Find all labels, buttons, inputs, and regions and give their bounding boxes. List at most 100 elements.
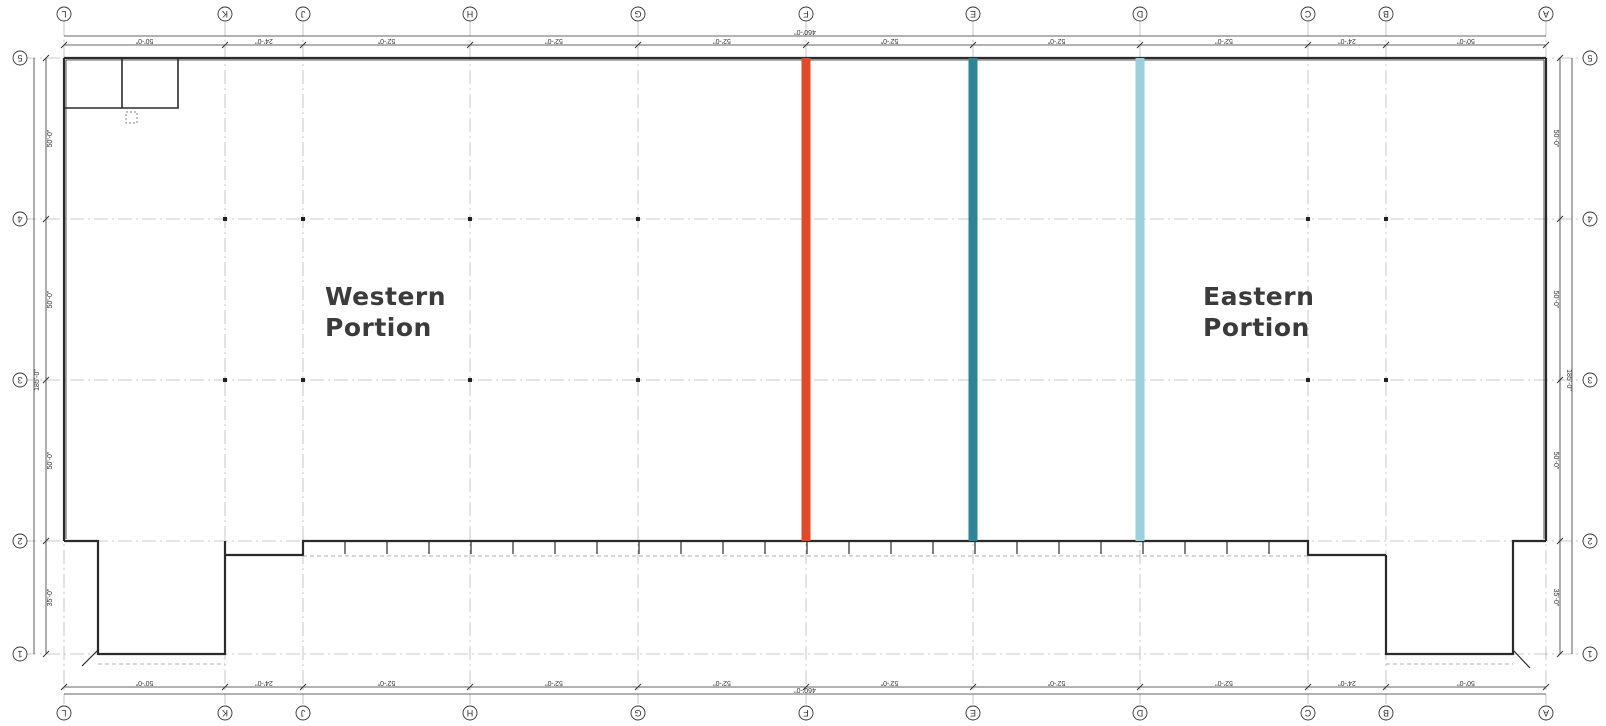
row-dimension: 50'-0"	[1552, 291, 1559, 309]
svg-text:4: 4	[1587, 214, 1592, 224]
grid-bubble-bottom-L: L	[56, 705, 72, 721]
grid-bubble-bottom-E: E	[965, 705, 981, 721]
svg-text:A: A	[1543, 9, 1549, 19]
column-marker	[1306, 217, 1310, 221]
svg-text:J: J	[301, 9, 306, 19]
grid-bubble-bottom-H: H	[462, 705, 478, 721]
bay-dimension: 24'-0"	[255, 679, 273, 686]
grid-bubble-left-1: 1	[12, 646, 28, 662]
bay-dimension: 52'-0"	[1047, 679, 1065, 686]
row-dimension: 50'-0"	[47, 290, 54, 308]
grid-bubble-top-E: E	[965, 6, 981, 22]
grid-bubble-bottom-C: C	[1300, 705, 1316, 721]
column-marker	[636, 378, 640, 382]
svg-text:D: D	[1136, 708, 1143, 718]
bay-dimension: 50'-0"	[1457, 679, 1475, 686]
svg-text:K: K	[222, 9, 228, 19]
grid-bubble-top-K: K	[217, 6, 233, 22]
bay-dimension: 50'-0"	[135, 679, 153, 686]
bay-dimension: 52'-0"	[1047, 37, 1065, 44]
svg-text:D: D	[1136, 9, 1143, 19]
eastern-label-line1: Eastern	[1203, 282, 1315, 311]
svg-text:F: F	[803, 9, 809, 19]
svg-text:H: H	[467, 708, 474, 718]
grid-bubble-top-J: J	[295, 6, 311, 22]
bay-dimension: 24'-0"	[255, 37, 273, 44]
bay-dimension: 52'-0"	[1215, 37, 1233, 44]
dimension-lines: 460'-0" 50'-0" 24'-0" 52'-0" 52'-0" 52'-0" 52'…	[33, 28, 1573, 695]
bay-dimension: 52'-0"	[713, 37, 731, 44]
row-dimension: 50'-0"	[47, 129, 54, 147]
grid-bubble-bottom-B: B	[1378, 705, 1394, 721]
grid-bubble-top-C: C	[1300, 6, 1316, 22]
bay-dimension: 52'-0"	[377, 37, 395, 44]
bay-dimension: 52'-0"	[880, 37, 898, 44]
svg-text:J: J	[301, 708, 306, 718]
column-marker	[301, 217, 305, 221]
grid-bubble-right-3: 3	[1582, 372, 1598, 388]
grid-bubble-left-4: 4	[12, 211, 28, 227]
division-lines	[801, 58, 1145, 541]
svg-text:3: 3	[1587, 375, 1592, 385]
svg-text:K: K	[222, 708, 228, 718]
svg-text:C: C	[1304, 708, 1311, 718]
svg-text:B: B	[1383, 9, 1389, 19]
western-portion-label: Western Portion	[325, 281, 446, 343]
row-dimension: 35'-0"	[1552, 589, 1559, 607]
western-label-line2: Portion	[325, 313, 432, 342]
grid-bubble-left-2: 2	[12, 533, 28, 549]
eastern-portion-label: Eastern Portion	[1203, 281, 1314, 343]
svg-text:H: H	[467, 9, 474, 19]
column-markers	[223, 217, 1388, 382]
svg-text:2: 2	[1587, 536, 1592, 546]
column-marker	[468, 378, 472, 382]
grid-bubble-left-5: 5	[12, 50, 28, 66]
bay-dimension: 52'-0"	[545, 37, 563, 44]
grid-bubble-top-G: G	[630, 6, 646, 22]
svg-text:1: 1	[1587, 649, 1592, 659]
column-marker	[636, 217, 640, 221]
svg-text:3: 3	[17, 375, 22, 385]
overall-dimension: 460'-0"	[794, 28, 816, 35]
western-label-line1: Western	[325, 282, 447, 311]
grid-bubble-top-H: H	[462, 6, 478, 22]
overall-row-dimension: 185'-0"	[1565, 369, 1572, 391]
grid-bubble-top-L: L	[56, 6, 72, 22]
bay-dimension: 24'-0"	[1338, 37, 1356, 44]
grid-bubble-right-2: 2	[1582, 533, 1598, 549]
column-marker	[1306, 378, 1310, 382]
svg-text:E: E	[970, 708, 976, 718]
row-dimension: 50'-0"	[47, 451, 54, 469]
column-marker	[223, 217, 227, 221]
grid-bubble-bottom-G: G	[630, 705, 646, 721]
bay-dimension: 50'-0"	[1457, 37, 1475, 44]
grid-bubbles: L L K K J J H H G G F F E E D D C C B B A A 5 5 4 4 3 3 2 2 1 1	[12, 6, 1598, 721]
svg-text:F: F	[803, 708, 809, 718]
grid-bubble-bottom-K: K	[217, 705, 233, 721]
grid-bubble-right-1: 1	[1582, 646, 1598, 662]
bay-dimension: 52'-0"	[377, 679, 395, 686]
svg-text:5: 5	[1587, 53, 1592, 63]
eastern-label-line2: Portion	[1203, 313, 1310, 342]
svg-text:L: L	[61, 9, 66, 19]
grid-bubble-top-D: D	[1132, 6, 1148, 22]
svg-text:E: E	[970, 9, 976, 19]
bay-dimension: 52'-0"	[1215, 679, 1233, 686]
bay-dimension: 52'-0"	[545, 679, 563, 686]
bay-dimension: 24'-0"	[1338, 679, 1356, 686]
svg-text:G: G	[634, 708, 641, 718]
column-marker	[301, 378, 305, 382]
bay-dimension: 50'-0"	[135, 37, 153, 44]
column-marker	[1384, 378, 1388, 382]
grid-bubble-right-4: 4	[1582, 211, 1598, 227]
column-marker	[223, 378, 227, 382]
svg-text:L: L	[61, 708, 66, 718]
row-dimension: 50'-0"	[1552, 452, 1559, 470]
svg-text:G: G	[634, 9, 641, 19]
grid-bubble-top-F: F	[798, 6, 814, 22]
column-marker	[1384, 217, 1388, 221]
svg-text:2: 2	[17, 536, 22, 546]
overall-row-dimension: 185'-0"	[34, 369, 41, 391]
svg-text:A: A	[1543, 708, 1549, 718]
